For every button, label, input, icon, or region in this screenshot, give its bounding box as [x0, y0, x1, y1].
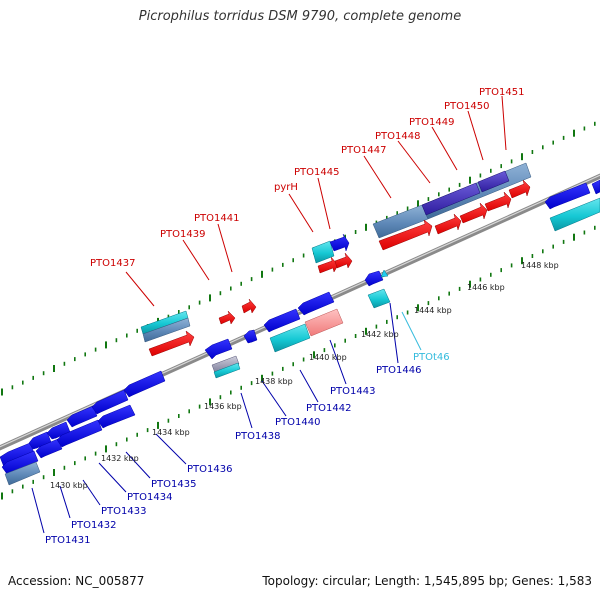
gene-pto1445-cyan[interactable]: [311, 240, 335, 264]
gene-pto1452-blue[interactable]: [544, 182, 591, 210]
scale-label: 1440 kbp: [309, 353, 347, 362]
gene-pto1451[interactable]: [508, 179, 531, 199]
gene-label-pto1441[interactable]: PTO1441: [194, 213, 239, 224]
rna-ptot46[interactable]: [380, 269, 389, 278]
gene-label-pto1438[interactable]: PTO1438: [235, 431, 280, 442]
gene-features: [0, 162, 600, 486]
gene-label-pto1433[interactable]: PTO1433: [101, 506, 146, 517]
gene-label-pto1439[interactable]: PTO1439: [160, 229, 205, 240]
gene-label-pto1447[interactable]: PTO1447: [341, 145, 386, 156]
gene-pto1436-a[interactable]: [123, 370, 166, 398]
reverse-gene-labels: PTO1431 PTO1432 PTO1433 PTO1434 PTO1435 …: [45, 365, 421, 546]
gene-pto1433-b[interactable]: [56, 419, 103, 448]
gene-pto1449-purple[interactable]: [421, 182, 481, 216]
gene-label-pto1432[interactable]: PTO1432: [71, 520, 116, 531]
gene-pto1441[interactable]: [241, 298, 257, 314]
gene-pto1438[interactable]: [204, 338, 233, 360]
accession-text: Accession: NC_005877: [8, 574, 145, 588]
forward-gene-labels: PTO1437 PTO1439 PTO1441 pyrH PTO1445 PTO…: [90, 87, 524, 269]
rna-labels: PTOt46: [413, 352, 450, 363]
gene-pto1448[interactable]: [434, 213, 462, 235]
gene-label-pto1450[interactable]: PTO1450: [444, 101, 489, 112]
gene-pto1445[interactable]: [334, 252, 353, 269]
rna-label-ptot46[interactable]: PTOt46: [413, 352, 450, 363]
gene-label-pto1431[interactable]: PTO1431: [45, 535, 90, 546]
gene-pto1439[interactable]: [218, 310, 236, 325]
gene-pto1449[interactable]: [459, 202, 488, 224]
gene-pto1446-cyan[interactable]: [367, 288, 391, 309]
gene-pto1435-a[interactable]: [91, 389, 129, 415]
scale-label: 1442 kbp: [361, 330, 399, 339]
gene-pto1437[interactable]: [148, 330, 195, 357]
gene-label-pyrh[interactable]: pyrH: [274, 182, 298, 193]
gene-pto1442[interactable]: [263, 308, 301, 333]
gene-label-pto1449[interactable]: PTO1449: [409, 117, 454, 128]
gene-pyrh[interactable]: [317, 256, 339, 274]
gene-pto1446-blue[interactable]: [329, 233, 350, 252]
gene-label-pto1440[interactable]: PTO1440: [275, 417, 320, 428]
scale-labels: 1430 kbp 1432 kbp 1434 kbp 1436 kbp 1438…: [50, 261, 559, 490]
gene-label-pto1436[interactable]: PTO1436: [187, 464, 232, 475]
gene-pto1443-pink[interactable]: [304, 308, 344, 337]
gene-pto1440[interactable]: [243, 329, 258, 344]
scale-label: 1446 kbp: [467, 283, 505, 292]
gene-pto1447[interactable]: [378, 219, 433, 251]
scale-label: 1448 kbp: [521, 261, 559, 270]
gene-pto1452-cyan[interactable]: [549, 197, 600, 232]
scale-label: 1444 kbp: [414, 306, 452, 315]
gene-label-pto1443[interactable]: PTO1443: [330, 386, 375, 397]
gene-label-pto1445[interactable]: PTO1445: [294, 167, 339, 178]
lower-tick-track: [1, 225, 596, 500]
gene-pto1437-steel[interactable]: [142, 317, 191, 343]
gene-pto1453-blue[interactable]: [591, 179, 600, 195]
scale-label: 1436 kbp: [204, 402, 242, 411]
gene-pto1438-grey[interactable]: [211, 355, 240, 374]
map-title: Picrophilus torridus DSM 9790, complete …: [138, 9, 462, 24]
gene-pto1438-cyan[interactable]: [213, 362, 241, 379]
gene-label-pto1435[interactable]: PTO1435: [151, 479, 196, 490]
scale-label: 1432 kbp: [101, 454, 139, 463]
gene-pto1450[interactable]: [484, 191, 512, 212]
gene-label-pto1451[interactable]: PTO1451: [479, 87, 524, 98]
label-leader-lines: [31, 95, 507, 534]
scale-label: 1430 kbp: [50, 481, 88, 490]
gene-pto1431-steel[interactable]: [4, 461, 41, 486]
gene-pto1450-purple[interactable]: [477, 170, 510, 193]
gene-pto1446[interactable]: [364, 270, 384, 287]
gene-label-pto1446[interactable]: PTO1446: [376, 365, 421, 376]
genome-summary-text: Topology: circular; Length: 1,545,895 bp…: [262, 574, 592, 588]
gene-label-pto1448[interactable]: PTO1448: [375, 131, 420, 142]
scale-label: 1434 kbp: [152, 428, 190, 437]
gene-pto1442-cyan[interactable]: [269, 323, 311, 353]
gene-pto1443[interactable]: [297, 291, 335, 316]
gene-pto1432-b[interactable]: [35, 438, 63, 459]
gene-label-pto1442[interactable]: PTO1442: [306, 403, 351, 414]
gene-pto1434-a[interactable]: [66, 405, 98, 428]
scale-label: 1438 kbp: [255, 377, 293, 386]
gene-pto1434-b[interactable]: [97, 404, 136, 429]
gene-label-pto1434[interactable]: PTO1434: [127, 492, 172, 503]
gene-label-pto1437[interactable]: PTO1437: [90, 258, 135, 269]
